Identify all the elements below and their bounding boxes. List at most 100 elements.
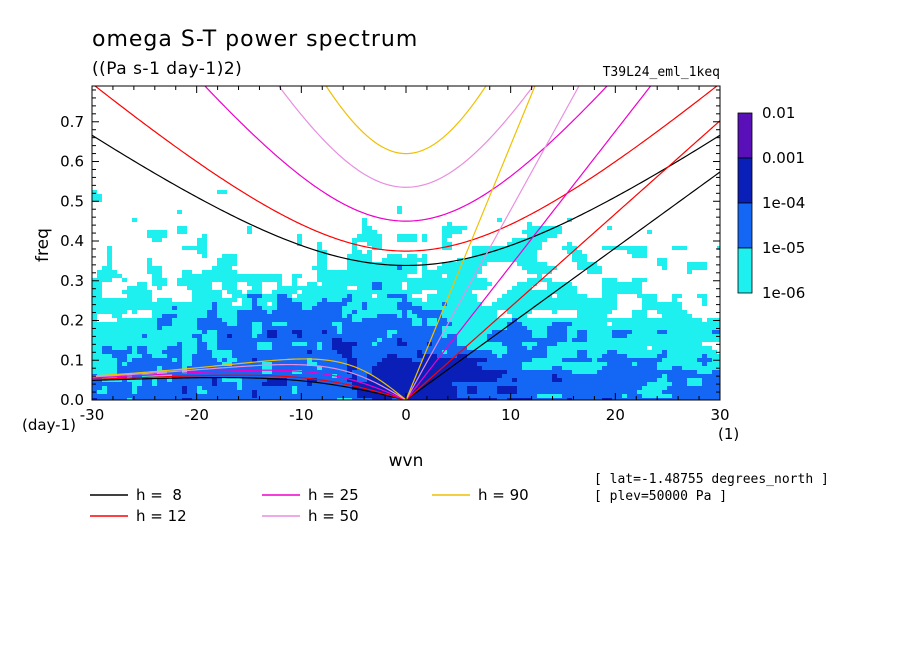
power-cell (647, 326, 652, 330)
power-cell (337, 390, 342, 394)
power-cell (502, 306, 507, 310)
power-cell (612, 362, 617, 366)
power-cell (317, 294, 322, 298)
power-cell (387, 382, 392, 386)
power-cell (472, 330, 477, 334)
power-cell (682, 358, 687, 362)
power-cell (367, 286, 372, 290)
power-cell (692, 362, 697, 366)
chart-subtitle: ((Pa s-1 day-1)2) (92, 59, 242, 79)
power-cell (662, 302, 667, 306)
power-cell (437, 286, 442, 290)
power-cell (182, 274, 187, 278)
power-cell (377, 350, 382, 354)
power-cell (217, 290, 222, 294)
power-cell (577, 298, 582, 302)
power-cell (402, 306, 407, 310)
power-cell (602, 278, 607, 282)
power-cell (712, 322, 717, 326)
power-cell (642, 390, 647, 394)
power-cell (427, 382, 432, 386)
power-cell (142, 398, 147, 400)
power-cell (667, 390, 672, 394)
power-cell (542, 350, 547, 354)
power-cell (652, 378, 657, 382)
power-cell (142, 382, 147, 386)
power-cell (687, 354, 692, 358)
power-cell (527, 302, 532, 306)
power-cell (427, 386, 432, 390)
power-cell (597, 266, 602, 270)
power-cell (572, 318, 577, 322)
power-cell (517, 362, 522, 366)
power-cell (432, 338, 437, 342)
power-cell (552, 370, 557, 374)
power-cell (442, 374, 447, 378)
power-cell (522, 342, 527, 346)
power-cell (527, 242, 532, 246)
power-cell (97, 338, 102, 342)
power-cell (642, 330, 647, 334)
power-cell (607, 394, 612, 398)
power-cell (492, 382, 497, 386)
colorbar-label: 0.001 (762, 149, 805, 167)
power-cell (167, 338, 172, 342)
power-cell (237, 366, 242, 370)
power-cell (482, 330, 487, 334)
power-cell (232, 342, 237, 346)
power-cell (382, 338, 387, 342)
power-cell (357, 282, 362, 286)
power-cell (127, 290, 132, 294)
power-cell (422, 258, 427, 262)
power-cell (317, 266, 322, 270)
power-cell (472, 282, 477, 286)
power-cell (347, 350, 352, 354)
power-cell (167, 314, 172, 318)
power-cell (632, 278, 637, 282)
power-cell (282, 290, 287, 294)
power-cell (147, 270, 152, 274)
power-cell (607, 382, 612, 386)
power-cell (527, 294, 532, 298)
power-cell (127, 390, 132, 394)
power-cell (322, 334, 327, 338)
power-cell (272, 318, 277, 322)
power-cell (442, 278, 447, 282)
power-cell (567, 286, 572, 290)
power-cell (392, 354, 397, 358)
power-cell (537, 354, 542, 358)
power-cell (602, 354, 607, 358)
power-cell (532, 358, 537, 362)
power-cell (337, 278, 342, 282)
power-cell (152, 354, 157, 358)
power-cell (427, 306, 432, 310)
power-cell (652, 362, 657, 366)
power-cell (707, 366, 712, 370)
power-cell (357, 386, 362, 390)
power-cell (172, 342, 177, 346)
power-cell (717, 318, 720, 322)
power-cell (192, 354, 197, 358)
power-cell (592, 302, 597, 306)
power-cell (532, 366, 537, 370)
power-cell (452, 394, 457, 398)
power-cell (592, 362, 597, 366)
power-cell (97, 310, 102, 314)
power-cell (397, 382, 402, 386)
power-cell (442, 342, 447, 346)
power-cell (132, 390, 137, 394)
power-cell (297, 334, 302, 338)
power-cell (667, 350, 672, 354)
power-cell (617, 370, 622, 374)
power-cell (267, 314, 272, 318)
power-cell (362, 270, 367, 274)
power-cell (207, 314, 212, 318)
power-cell (447, 394, 452, 398)
power-cell (402, 322, 407, 326)
power-cell (597, 366, 602, 370)
power-cell (527, 366, 532, 370)
power-cell (357, 382, 362, 386)
power-cell (367, 334, 372, 338)
power-cell (707, 378, 712, 382)
power-cell (542, 366, 547, 370)
